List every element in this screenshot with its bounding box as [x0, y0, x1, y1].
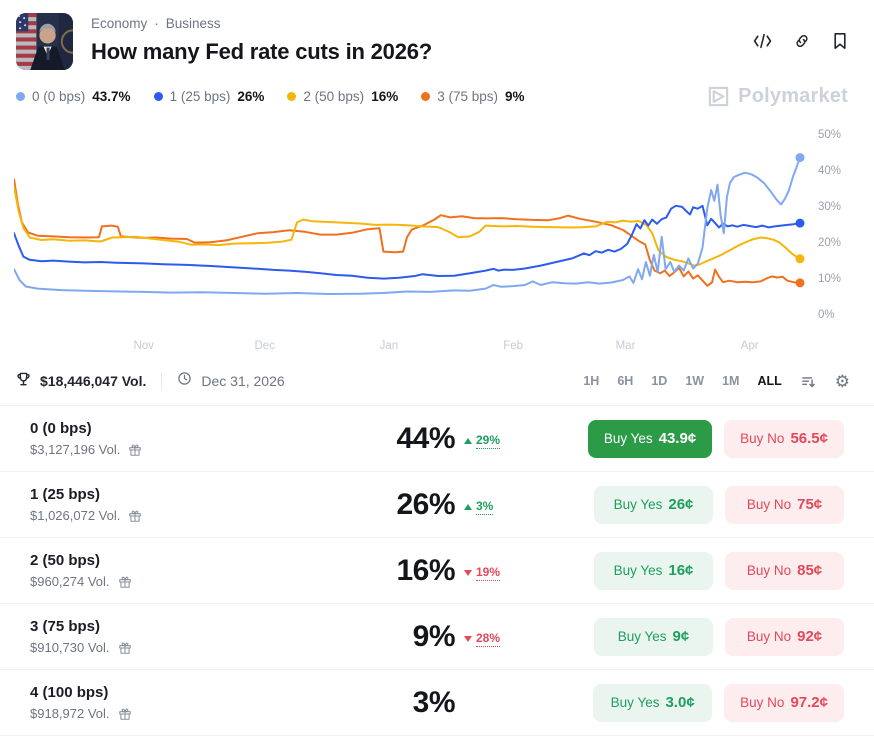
timeframe-6h[interactable]: 6H — [617, 374, 634, 388]
market-header: Economy · Business How many Fed rate cut… — [0, 0, 874, 70]
legend-label: 0 (0 bps) — [32, 89, 86, 104]
outcome-volume: $3,127,196 Vol. — [30, 442, 121, 457]
breadcrumb-separator: · — [154, 16, 159, 31]
clock-icon — [177, 371, 192, 391]
legend-dot-icon — [421, 92, 431, 101]
buy-no-button[interactable]: Buy No 75¢ — [725, 485, 844, 524]
breadcrumb: Economy · Business — [91, 16, 753, 31]
change-arrow-icon — [464, 635, 472, 642]
outcome-chance: 44% — [396, 421, 455, 455]
legend-value: 26% — [237, 89, 265, 104]
outcome-chance: 9% — [412, 619, 456, 653]
total-volume: $18,446,047 Vol. — [40, 373, 147, 389]
polymarket-logo-icon — [708, 86, 729, 107]
polymarket-watermark: Polymarket — [707, 85, 848, 108]
outcome-name: 2 (50 bps) — [30, 552, 101, 569]
change-arrow-icon — [464, 437, 472, 444]
fed-chair-photo — [16, 13, 73, 70]
bookmark-icon[interactable] — [832, 32, 848, 50]
chance-change: 19% — [464, 565, 501, 581]
chart-legend: 0 (0 bps) 43.7% 1 (25 bps) 26% 2 (50 bps… — [16, 89, 525, 104]
watermark-text: Polymarket — [738, 85, 848, 107]
change-arrow-icon — [464, 569, 472, 576]
outcome-chance: 16% — [396, 553, 455, 587]
timeframe-all[interactable]: ALL — [757, 374, 782, 388]
outcome-row-50bps[interactable]: 2 (50 bps) $960,274 Vol. 16% 19% Buy Yes… — [0, 538, 874, 604]
buy-yes-button[interactable]: Buy Yes 9¢ — [594, 617, 713, 656]
legend-label: 1 (25 bps) — [169, 89, 231, 104]
outcome-volume: $918,972 Vol. — [30, 706, 110, 721]
breadcrumb-business[interactable]: Business — [165, 16, 221, 31]
buy-yes-button[interactable]: Buy Yes 3.0¢ — [593, 683, 713, 722]
legend-item-75bps[interactable]: 3 (75 bps) 9% — [421, 89, 525, 104]
legend-value: 16% — [371, 89, 399, 104]
gift-icon[interactable] — [118, 575, 132, 589]
buy-no-button[interactable]: Buy No 85¢ — [725, 551, 844, 590]
buy-yes-button[interactable]: Buy Yes 16¢ — [594, 551, 713, 590]
legend-label: 3 (75 bps) — [437, 89, 499, 104]
market-avatar — [16, 13, 73, 70]
timeframe-1h[interactable]: 1H — [583, 374, 600, 388]
breadcrumb-economy[interactable]: Economy — [91, 16, 148, 31]
timeframe-1w[interactable]: 1W — [685, 374, 705, 388]
settings-gear-icon[interactable]: ⚙ — [834, 371, 850, 391]
outcome-name: 4 (100 bps) — [30, 684, 109, 701]
timeframe-1m[interactable]: 1M — [722, 374, 740, 388]
chart-canvas[interactable] — [14, 122, 814, 328]
legend-dot-icon — [287, 92, 297, 101]
gift-icon[interactable] — [128, 509, 142, 523]
chance-change: 3% — [464, 499, 494, 515]
buy-no-button[interactable]: Buy No 97.2¢ — [724, 683, 844, 722]
chance-change: 28% — [464, 631, 501, 647]
gift-icon[interactable] — [118, 707, 132, 721]
gift-icon[interactable] — [128, 443, 142, 457]
divider — [161, 372, 163, 390]
trophy-icon — [16, 371, 31, 392]
timeframe-1d[interactable]: 1D — [651, 374, 668, 388]
page-title: How many Fed rate cuts in 2026? — [91, 39, 433, 64]
outcomes-table: 0 (0 bps) $3,127,196 Vol. 44% 29% Buy Ye… — [0, 405, 874, 736]
buy-no-button[interactable]: Buy No 56.5¢ — [724, 419, 844, 458]
legend-dot-icon — [153, 92, 163, 101]
legend-value: 43.7% — [92, 89, 131, 104]
embed-code-icon[interactable] — [753, 33, 772, 49]
outcome-name: 3 (75 bps) — [30, 618, 101, 635]
gift-icon[interactable] — [118, 641, 132, 655]
outcome-name: 1 (25 bps) — [30, 486, 101, 503]
outcome-volume: $1,026,072 Vol. — [30, 508, 121, 523]
legend-label: 2 (50 bps) — [303, 89, 365, 104]
legend-item-25bps[interactable]: 1 (25 bps) 26% — [153, 89, 265, 104]
change-arrow-icon — [464, 503, 472, 510]
outcome-row-0bps[interactable]: 0 (0 bps) $3,127,196 Vol. 44% 29% Buy Ye… — [0, 406, 874, 472]
outcome-name: 0 (0 bps) — [30, 420, 92, 437]
legend-item-0bps[interactable]: 0 (0 bps) 43.7% — [16, 89, 131, 104]
outcome-row-75bps[interactable]: 3 (75 bps) $910,730 Vol. 9% 28% Buy Yes 9… — [0, 604, 874, 670]
outcome-row-25bps[interactable]: 1 (25 bps) $1,026,072 Vol. 26% 3% Buy Ye… — [0, 472, 874, 538]
outcome-volume: $960,274 Vol. — [30, 574, 110, 589]
outcome-volume: $910,730 Vol. — [30, 640, 110, 655]
buy-yes-button[interactable]: Buy Yes 43.9¢ — [587, 419, 713, 458]
outcome-row-100bps[interactable]: 4 (100 bps) $918,972 Vol. 3% Buy Yes 3.0¢… — [0, 670, 874, 736]
outcome-chance: 26% — [396, 487, 455, 521]
buy-yes-button[interactable]: Buy Yes 26¢ — [594, 485, 713, 524]
legend-dot-icon — [16, 92, 25, 101]
legend-value: 9% — [505, 89, 525, 104]
price-chart[interactable]: 50% 40% 30% 20% 10% 0% Nov Dec Jan Feb Mar Apr — [0, 112, 874, 362]
end-date: Dec 31, 2026 — [201, 373, 285, 389]
outcome-chance: 3% — [412, 685, 456, 719]
chance-change: 29% — [464, 433, 501, 449]
copy-link-icon[interactable] — [793, 32, 811, 50]
legend-item-50bps[interactable]: 2 (50 bps) 16% — [287, 89, 398, 104]
buy-no-button[interactable]: Buy No 92¢ — [725, 617, 844, 656]
sort-descending-icon[interactable] — [800, 373, 817, 390]
